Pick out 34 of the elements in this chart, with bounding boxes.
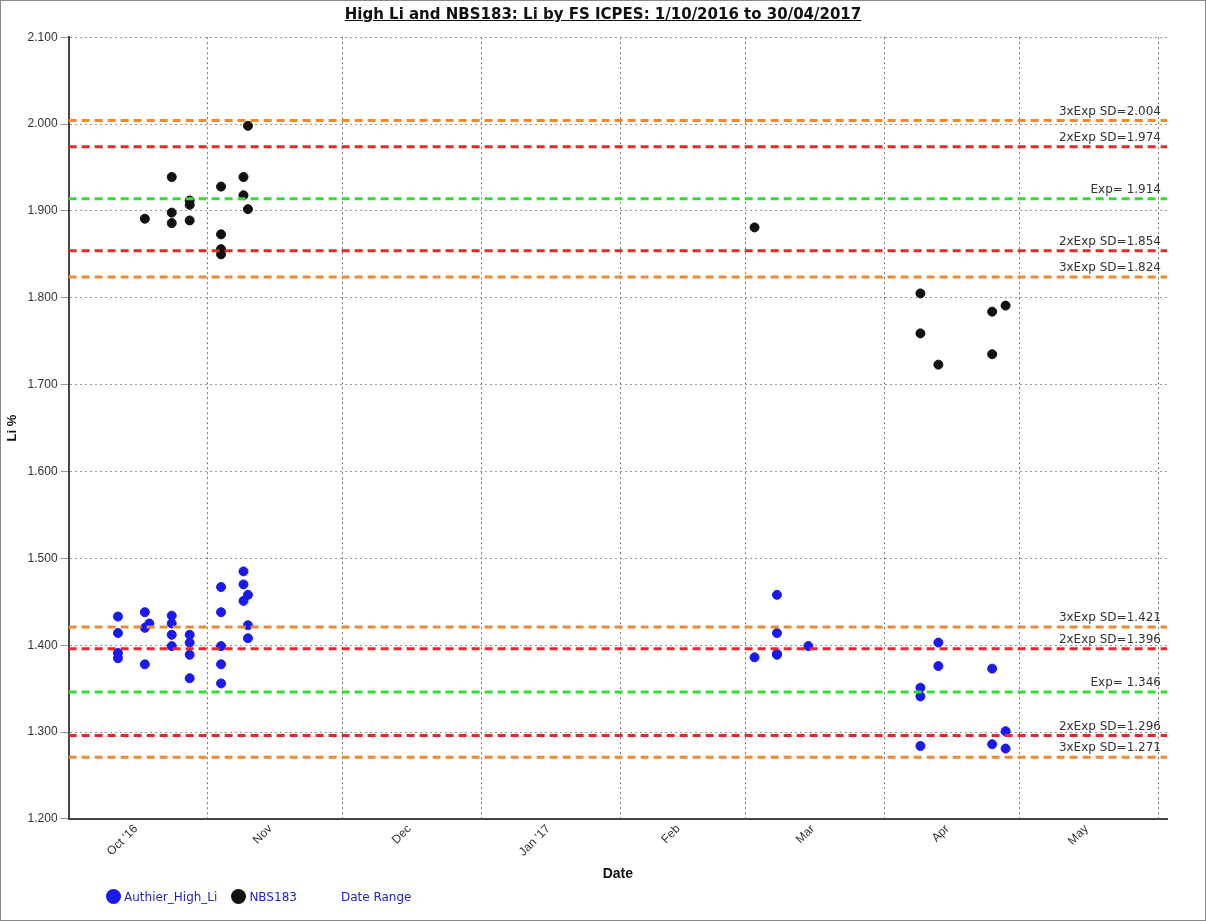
y-tick-label: 1.200 — [27, 811, 58, 826]
ref-line-label: 2xExp SD=1.296 — [1058, 718, 1161, 733]
y-tick-label: 2.100 — [27, 29, 58, 44]
x-tick-label: Nov — [249, 821, 275, 847]
chart-title: High Li and NBS183: Li by FS ICPES: 1/10/2016 to 30/04/2017 — [343, 5, 863, 23]
ref-line-label: 2xExp SD=1.974 — [1058, 129, 1161, 144]
ref-line-label: 3xExp SD=1.421 — [1058, 610, 1161, 625]
y-tick-label: 1.500 — [27, 550, 58, 565]
ref-line-label: Exp= 1.914 — [1090, 181, 1161, 196]
x-tick-label: Jan '17 — [515, 821, 554, 859]
y-tick-label: 1.900 — [27, 203, 58, 218]
legend-label: NBS183 — [248, 889, 297, 904]
y-tick-label: 1.400 — [27, 637, 58, 652]
y-axis-title: Li % — [4, 414, 20, 442]
x-tick-label: Dec — [388, 821, 414, 847]
ref-line-label: 3xExp SD=1.271 — [1058, 740, 1161, 755]
x-axis-title: Date — [602, 865, 634, 882]
legend-label: Authier_High_Li — [123, 889, 218, 904]
ref-line-label: 3xExp SD=2.004 — [1058, 103, 1161, 118]
ref-line-label: Exp= 1.346 — [1090, 675, 1161, 690]
ref-line-label: 2xExp SD=1.854 — [1058, 234, 1161, 248]
y-tick-label: 1.300 — [27, 724, 58, 739]
y-tick-label: 2.000 — [27, 116, 58, 131]
text: Date Range — [340, 889, 412, 904]
ref-line-label: 2xExp SD=1.396 — [1058, 631, 1161, 646]
y-tick-label: 1.600 — [27, 463, 58, 478]
y-tick-label: 1.800 — [27, 290, 58, 305]
ref-line-label: 3xExp SD=1.824 — [1058, 260, 1161, 275]
y-tick-label: 1.700 — [27, 376, 58, 391]
x-tick-label: Oct '16 — [103, 821, 141, 859]
x-tick-label: Feb — [658, 821, 684, 847]
x-tick-label: May — [1064, 821, 1091, 848]
x-tick-label: Mar — [792, 821, 818, 847]
x-tick-label: Apr — [928, 821, 952, 845]
